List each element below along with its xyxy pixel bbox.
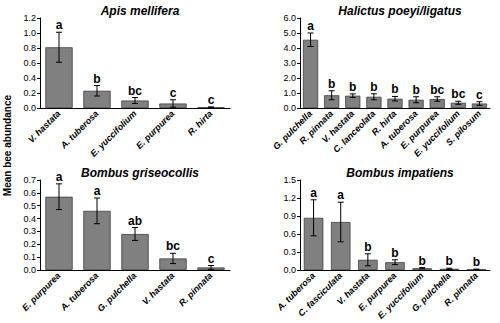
- svg-text:Bombus impatiens: Bombus impatiens: [346, 166, 454, 180]
- svg-text:a: a: [56, 18, 63, 32]
- svg-text:a: a: [310, 186, 317, 200]
- svg-text:b: b: [391, 82, 398, 96]
- svg-text:R. hirta: R. hirta: [186, 108, 215, 137]
- svg-text:3.0: 3.0: [283, 58, 296, 68]
- svg-text:E. purpurea: E. purpurea: [398, 108, 441, 151]
- svg-text:1.2: 1.2: [23, 13, 36, 23]
- svg-text:a: a: [307, 19, 314, 33]
- svg-text:bc: bc: [451, 87, 465, 101]
- svg-text:5.0: 5.0: [283, 28, 296, 38]
- svg-text:6.0: 6.0: [283, 13, 296, 23]
- svg-text:4.0: 4.0: [283, 43, 296, 53]
- svg-text:b: b: [391, 246, 398, 260]
- svg-text:0.1: 0.1: [23, 252, 36, 262]
- svg-text:c: c: [170, 86, 177, 100]
- svg-text:V. hastata: V. hastata: [26, 108, 63, 145]
- svg-text:bc: bc: [430, 83, 444, 97]
- svg-text:E. purpurea: E. purpurea: [134, 108, 176, 150]
- svg-text:0.6: 0.6: [23, 58, 36, 68]
- svg-text:G. pulchella: G. pulchella: [410, 270, 453, 313]
- svg-text:A. tuberosa: A. tuberosa: [58, 108, 101, 151]
- svg-text:2.0: 2.0: [283, 73, 296, 83]
- svg-text:R. pinnata: R. pinnata: [442, 270, 480, 308]
- svg-text:C. lanceolata: C. lanceolata: [331, 108, 378, 155]
- svg-text:0.2: 0.2: [23, 88, 36, 98]
- svg-text:a: a: [94, 184, 101, 198]
- svg-text:0.6: 0.6: [23, 188, 36, 198]
- svg-text:b: b: [418, 254, 425, 268]
- svg-text:R. pinnata: R. pinnata: [297, 108, 336, 147]
- svg-text:E. yuccifolium: E. yuccifolium: [88, 108, 138, 158]
- svg-text:0.6: 0.6: [283, 229, 296, 239]
- svg-text:0.7: 0.7: [23, 175, 36, 185]
- svg-text:b: b: [328, 77, 335, 91]
- svg-text:E. yuccifolium: E. yuccifolium: [376, 270, 426, 320]
- svg-text:E. purpurea: E. purpurea: [20, 270, 62, 312]
- svg-text:G. pulchella: G. pulchella: [95, 270, 138, 313]
- svg-text:0.5: 0.5: [23, 201, 36, 211]
- svg-text:bc: bc: [166, 239, 180, 253]
- svg-text:a: a: [56, 170, 63, 184]
- svg-text:E. yuccifolium: E. yuccifolium: [411, 108, 462, 159]
- svg-text:0.0: 0.0: [23, 103, 36, 113]
- svg-text:0.0: 0.0: [283, 103, 296, 113]
- svg-text:0.3: 0.3: [23, 226, 36, 236]
- svg-text:0.2: 0.2: [23, 239, 36, 249]
- svg-text:A. tuberosa: A. tuberosa: [58, 270, 101, 313]
- svg-text:bc: bc: [128, 84, 142, 98]
- svg-text:Mean bee abundance: Mean bee abundance: [2, 95, 13, 197]
- svg-text:C. fasciculata: C. fasciculata: [296, 270, 344, 318]
- svg-text:0.9: 0.9: [283, 211, 296, 221]
- svg-text:A. tuberosa: A. tuberosa: [377, 108, 420, 151]
- svg-text:b: b: [473, 255, 480, 269]
- svg-text:V. hastata: V. hastata: [140, 270, 177, 307]
- svg-text:1.0: 1.0: [23, 28, 36, 38]
- svg-text:1.5: 1.5: [283, 175, 296, 185]
- svg-text:V. hastata: V. hastata: [319, 108, 357, 145]
- svg-text:0.0: 0.0: [23, 265, 36, 275]
- svg-text:b: b: [349, 80, 356, 94]
- svg-text:b: b: [93, 72, 100, 86]
- svg-text:0.4: 0.4: [23, 73, 36, 83]
- svg-text:0.8: 0.8: [23, 43, 36, 53]
- svg-text:0.3: 0.3: [283, 247, 296, 257]
- svg-text:b: b: [412, 83, 419, 97]
- svg-text:A. tuberosa: A. tuberosa: [275, 270, 318, 313]
- svg-text:E. purpurea: E. purpurea: [356, 270, 399, 313]
- svg-text:R. hirta: R. hirta: [369, 108, 399, 138]
- svg-text:b: b: [446, 254, 453, 268]
- svg-text:Halictus poeyi/ligatus: Halictus poeyi/ligatus: [338, 4, 462, 18]
- svg-text:S. pilosum: S. pilosum: [444, 108, 483, 147]
- svg-text:1.0: 1.0: [283, 88, 296, 98]
- svg-text:b: b: [370, 80, 377, 94]
- svg-text:0.4: 0.4: [23, 214, 36, 224]
- svg-text:b: b: [364, 240, 371, 254]
- svg-text:c: c: [208, 93, 215, 107]
- svg-text:ab: ab: [128, 214, 142, 228]
- svg-text:0.0: 0.0: [283, 265, 296, 275]
- svg-text:G. pulchella: G. pulchella: [271, 108, 315, 152]
- svg-text:R. pinnata: R. pinnata: [177, 270, 215, 308]
- svg-text:1.2: 1.2: [283, 193, 296, 203]
- svg-text:Bombus griseocollis: Bombus griseocollis: [81, 166, 199, 180]
- svg-text:Apis mellifera: Apis mellifera: [100, 4, 180, 18]
- svg-text:a: a: [337, 188, 344, 202]
- svg-text:V. hastata: V. hastata: [334, 270, 372, 307]
- svg-text:c: c: [476, 88, 483, 102]
- svg-text:c: c: [208, 252, 215, 266]
